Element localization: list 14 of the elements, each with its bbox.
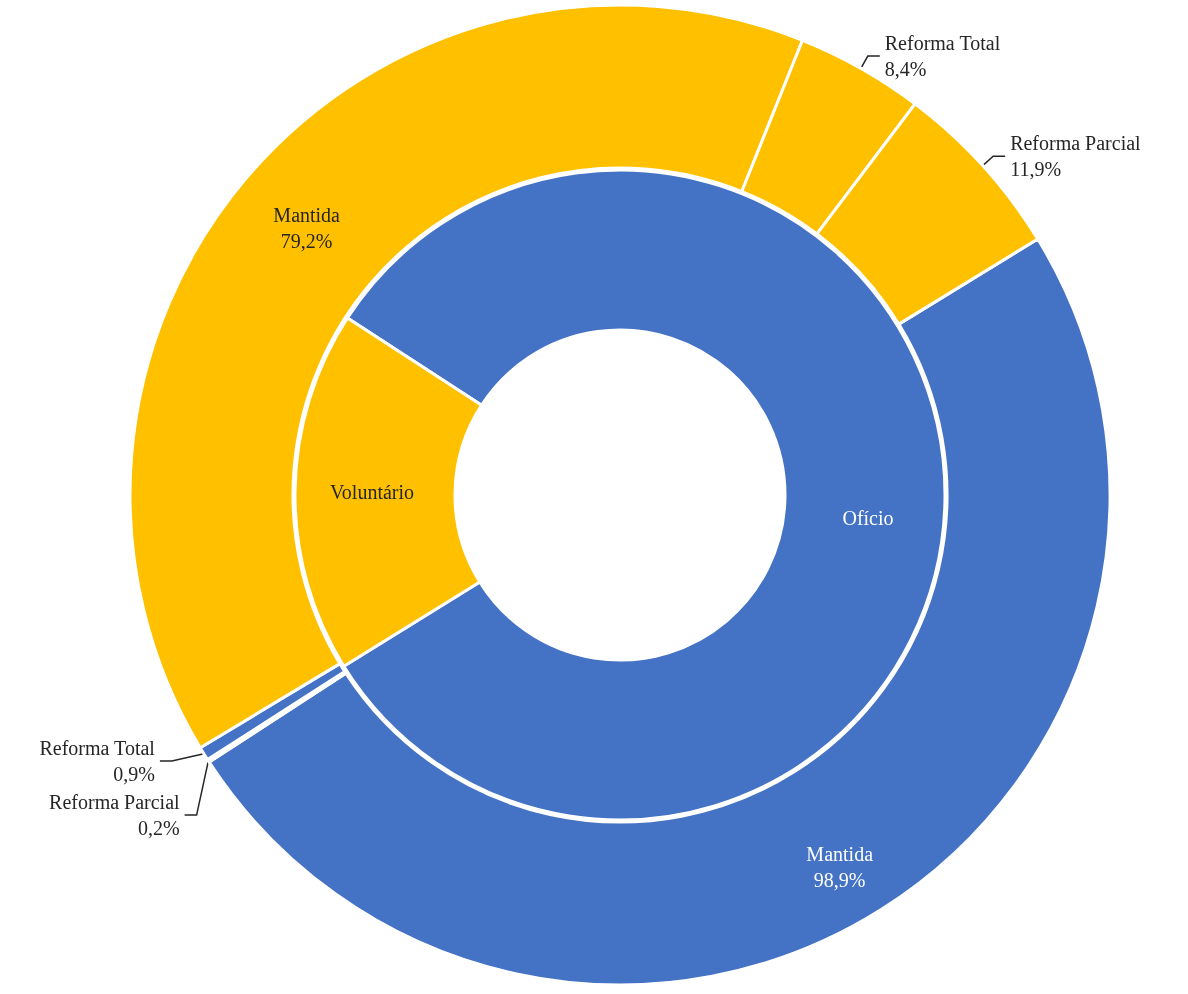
slice-label: Reforma Total bbox=[884, 32, 1001, 55]
data-label: 79,2% bbox=[280, 230, 333, 253]
data-label: 8,4% bbox=[884, 58, 927, 81]
slice-label: Reforma Total bbox=[39, 737, 156, 760]
slice-label: Mantida bbox=[273, 204, 341, 227]
data-label: 11,9% bbox=[1010, 158, 1062, 181]
data-label: 98,9% bbox=[813, 869, 866, 892]
slice-label: Mantida bbox=[806, 843, 874, 866]
slice-label: Voluntário bbox=[329, 481, 415, 504]
slice-label: Reforma Parcial bbox=[49, 791, 181, 814]
slice-label: Reforma Parcial bbox=[1010, 132, 1142, 155]
slice-label: Ofício bbox=[842, 507, 894, 530]
data-label: 0,2% bbox=[137, 817, 180, 840]
data-label: 0,9% bbox=[113, 763, 155, 786]
